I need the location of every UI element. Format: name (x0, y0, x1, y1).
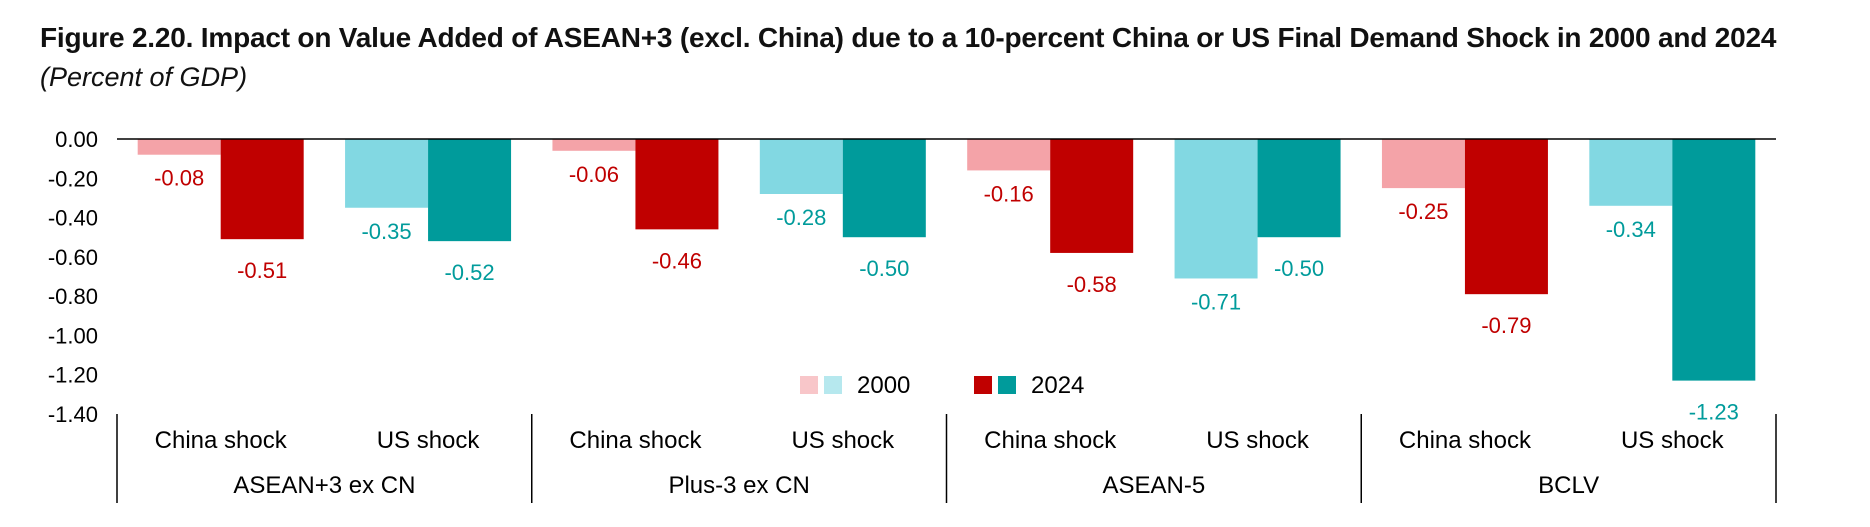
category-label: China shock (984, 427, 1117, 454)
data-label-2000: -0.34 (1606, 217, 1656, 242)
chart-subtitle: (Percent of GDP) (40, 62, 248, 92)
bar-2000 (345, 139, 429, 208)
bar-2024 (635, 139, 719, 230)
category-label: US shock (377, 427, 481, 454)
y-tick-label: -0.20 (48, 166, 98, 191)
data-label-2000: -0.08 (154, 166, 204, 191)
legend-swatch-us-2000 (824, 376, 842, 394)
y-tick-label: 0.00 (55, 127, 98, 152)
category-label: China shock (155, 427, 288, 454)
y-tick-label: -0.60 (48, 245, 98, 270)
y-tick-label: -1.40 (48, 402, 98, 427)
y-tick-label: -1.20 (48, 363, 98, 388)
data-label-2000: -0.71 (1191, 289, 1241, 314)
group-label: ASEAN+3 ex CN (233, 472, 415, 499)
data-label-2024: -0.51 (237, 258, 287, 283)
data-label-2024: -0.46 (652, 248, 702, 273)
bar-2000 (552, 139, 636, 151)
data-label-2024: -0.52 (444, 260, 494, 285)
data-label-2024: -0.50 (859, 256, 909, 281)
bar-2024 (220, 139, 304, 240)
group-label: BCLV (1538, 472, 1599, 499)
bar-2000 (759, 139, 843, 194)
data-label-2024: -0.58 (1067, 272, 1117, 297)
legend-label-2024: 2024 (1031, 372, 1084, 399)
legend-label-2000: 2000 (857, 372, 910, 399)
category-label: US shock (1206, 427, 1310, 454)
y-tick-label: -0.40 (48, 206, 98, 231)
data-label-2024: -0.79 (1481, 313, 1531, 338)
y-tick-label: -1.00 (48, 323, 98, 348)
bar-2024 (1672, 139, 1756, 381)
legend-swatch-china-2024 (974, 376, 992, 394)
legend-swatch-us-2024 (998, 376, 1016, 394)
bar-2000 (1381, 139, 1465, 189)
data-label-2000: -0.28 (776, 205, 826, 230)
data-label-2024: -1.23 (1689, 400, 1739, 425)
data-label-2000: -0.06 (569, 162, 619, 187)
bar-2024 (1257, 139, 1341, 238)
group-label: Plus-3 ex CN (668, 472, 809, 499)
category-label: US shock (1621, 427, 1725, 454)
data-label-2000: -0.25 (1398, 199, 1448, 224)
y-tick-label: -0.80 (48, 284, 98, 309)
data-label-2024: -0.50 (1274, 256, 1324, 281)
bar-2000 (137, 139, 221, 155)
bar-2000 (967, 139, 1051, 171)
category-label: US shock (791, 427, 895, 454)
group-label: ASEAN-5 (1103, 472, 1206, 499)
bar-2024 (428, 139, 512, 242)
bar-2000 (1174, 139, 1258, 279)
bar-2024 (842, 139, 926, 238)
bar-2024 (1050, 139, 1134, 253)
bar-2000 (1589, 139, 1673, 206)
data-label-2000: -0.35 (361, 219, 411, 244)
legend-swatch-china-2000 (800, 376, 818, 394)
chart-title: Figure 2.20. Impact on Value Added of AS… (40, 22, 1777, 53)
category-label: China shock (569, 427, 702, 454)
bar-2024 (1464, 139, 1548, 295)
category-label: China shock (1399, 427, 1532, 454)
data-label-2000: -0.16 (984, 181, 1034, 206)
